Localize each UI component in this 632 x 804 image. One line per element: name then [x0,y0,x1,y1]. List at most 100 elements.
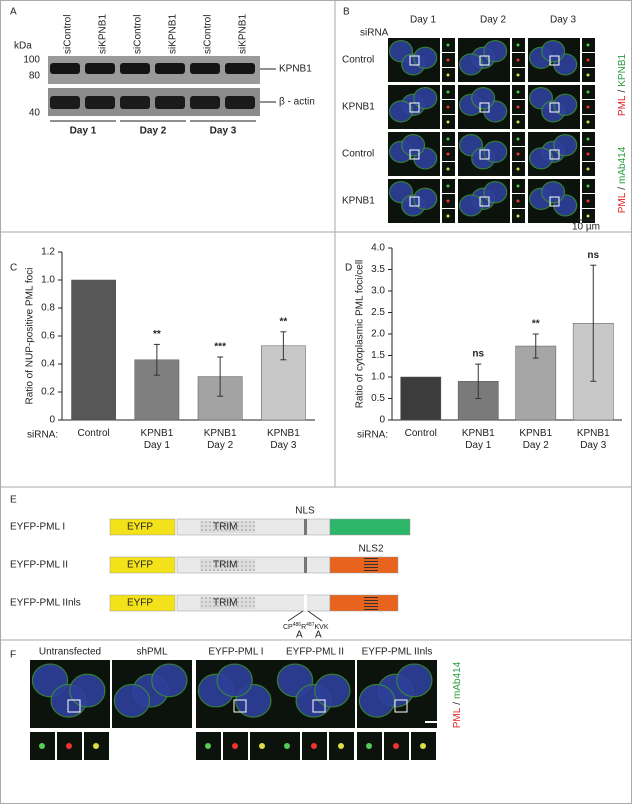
construct-name: EYFP-PML IInls [10,598,81,609]
roi [479,102,490,113]
focus [516,58,520,62]
nls2-label: NLS2 [358,544,383,555]
focus [516,167,520,171]
marker-label: 40 [29,108,41,119]
nucleus [541,40,566,63]
roi [409,196,420,207]
focus [446,105,450,109]
focus [586,152,590,156]
nls-site [304,557,307,573]
c-terminus [329,518,411,536]
nucleus [458,53,484,76]
nucleus [151,663,188,698]
lane-label: siKPNB1 [98,14,109,54]
focus [39,743,45,749]
eyfp-domain [109,556,176,574]
focus [516,214,520,218]
roi [479,196,490,207]
nucleus [553,93,578,116]
mutation-part: 487 [306,622,315,628]
band [190,96,220,109]
panel-label: A [10,7,17,18]
eyfp-label: EYFP [127,598,153,609]
focus [516,137,520,141]
focus [446,184,450,188]
panel-label: C [10,263,17,274]
day-label: Day 1 [70,126,97,137]
stain-sep: / [617,187,628,190]
y-tick-label: 0 [49,415,55,426]
nucleus [216,663,253,698]
construct-name: EYFP-PML I [10,522,65,533]
band [85,96,115,109]
lane-label: siKPNB1 [168,14,179,54]
band [225,96,255,109]
y-tick-label: 0.6 [41,331,55,342]
blot-unit: kDa [14,41,32,52]
nucleus [401,134,426,157]
panel-label: E [10,495,17,506]
lane-label: siKPNB1 [238,14,249,54]
focus [259,743,265,749]
y-tick-label: 3.5 [371,264,385,275]
category-box: KPNB1 Day 2 [204,428,237,451]
nucleus [113,683,151,718]
focus [516,73,520,77]
nucleus [553,134,578,157]
y-tick-label: 0.8 [41,303,55,314]
substitution: A [296,630,303,641]
category-box: KPNB1 Day 3 [577,428,610,451]
focus [586,214,590,218]
stain-label: PML / mAb414 [452,661,463,728]
y-tick-label: 1.0 [41,275,55,286]
day-label: Day 2 [140,126,167,137]
focus [66,743,72,749]
focus [420,743,426,749]
nucleus [413,187,438,210]
scale-label: 10 µm [572,222,600,233]
focus [446,58,450,62]
column-label: shPML [136,647,168,658]
blot [48,56,260,84]
nucleus [388,100,414,123]
focus [516,199,520,203]
eyfp-domain [109,518,176,536]
nucleus [413,87,438,110]
x-tick-label: KPNB1 Day 3 [266,428,300,451]
panel-label: B [343,7,350,18]
focus [446,137,450,141]
eyfp-label: EYFP [127,522,153,533]
y-tick-label: 1.0 [371,372,385,383]
roi [409,102,420,113]
nucleus [483,140,508,163]
lane-label: siControl [133,15,144,54]
focus [586,199,590,203]
nucleus [483,181,508,204]
category-box: Control [78,428,110,439]
nls-site [304,519,307,535]
nls-site [304,595,307,611]
construct-name: EYFP-PML II [10,560,68,571]
roi [549,55,560,66]
focus [284,743,290,749]
focus [311,743,317,749]
band [85,63,115,74]
focus [446,152,450,156]
stain-red: PML [452,707,463,728]
nls2-site [364,558,378,572]
significance: *** [214,342,226,353]
focus [446,120,450,124]
mutation-part: CP [283,624,293,631]
marker-label: 80 [29,71,41,82]
roi [549,102,560,113]
band-label: β - actin [279,97,315,108]
category-box: KPNB1 Day 2 [519,428,552,451]
category-title: siRNA: [27,430,58,441]
nucleus [358,683,396,718]
category-title: siRNA: [357,430,388,441]
substitution: A [315,630,322,641]
mutation-leader [287,610,323,622]
x-tick-label: KPNB1 Day 1 [461,428,495,451]
focus [446,214,450,218]
